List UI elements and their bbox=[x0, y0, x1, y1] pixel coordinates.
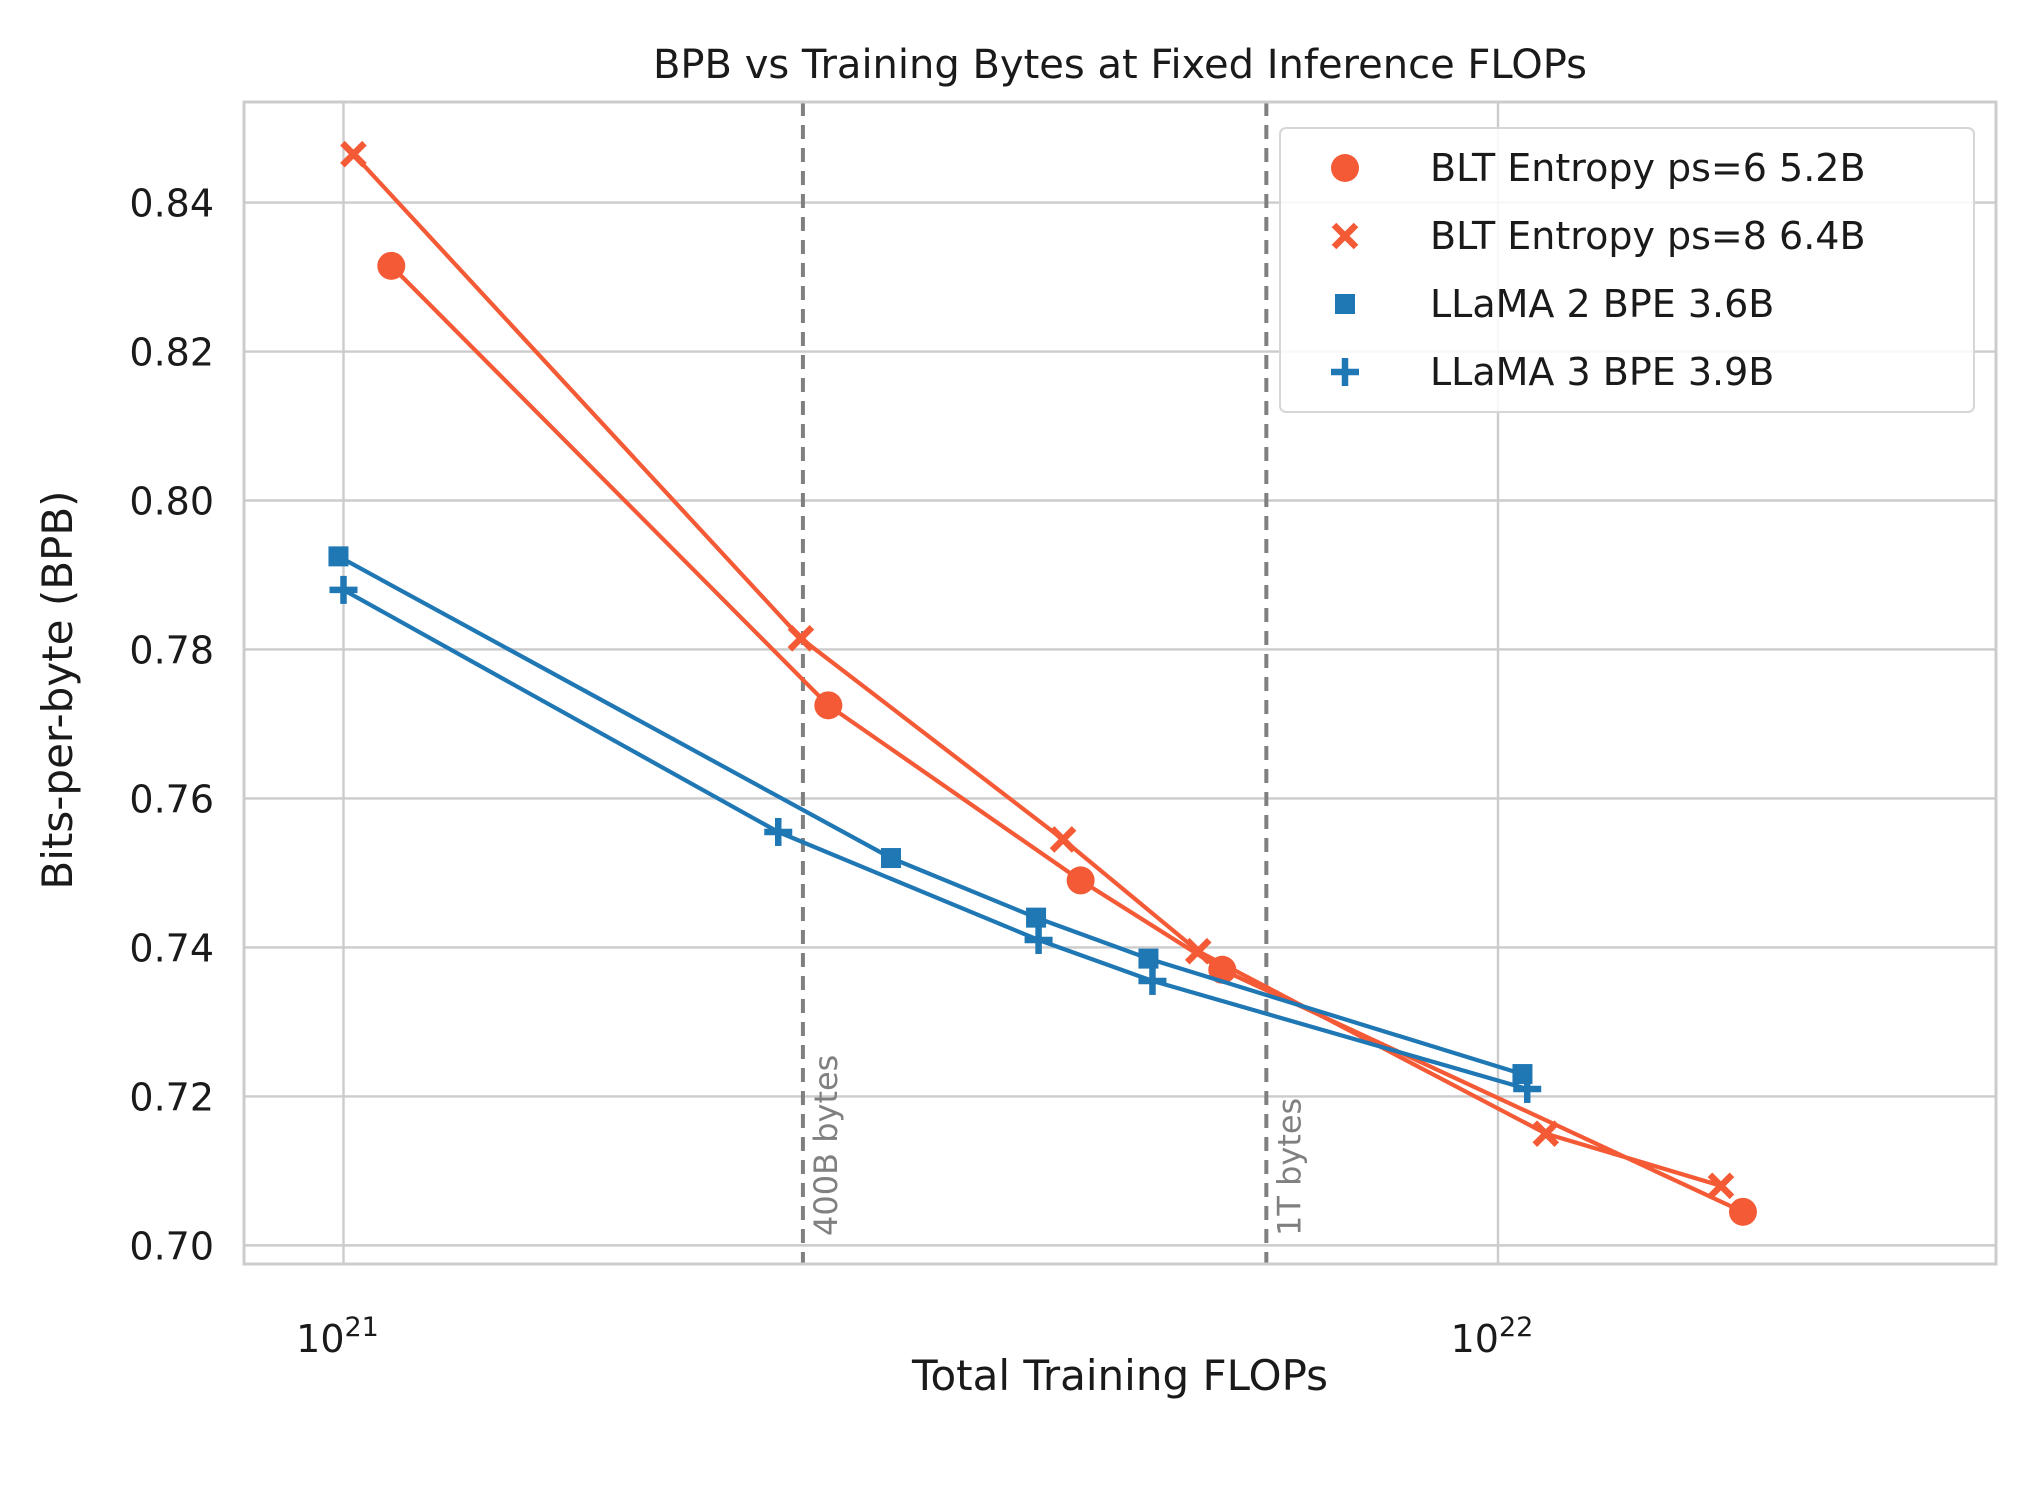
data-point-square bbox=[1026, 907, 1047, 928]
data-point-circle bbox=[1728, 1197, 1757, 1226]
data-point-x bbox=[1049, 826, 1077, 853]
data-series bbox=[328, 140, 1757, 1226]
data-point-x bbox=[787, 625, 815, 652]
series-1 bbox=[340, 140, 1735, 1200]
data-point-circle bbox=[1208, 955, 1237, 984]
y-tick-label: 0.74 bbox=[129, 926, 214, 970]
legend-item: LLaMA 3 BPE 3.9B bbox=[1331, 350, 1774, 394]
y-tick-label: 0.84 bbox=[129, 182, 214, 226]
series-2 bbox=[328, 546, 1533, 1085]
y-tick-label: 0.82 bbox=[129, 331, 214, 375]
legend-item: BLT Entropy ps=8 6.4B bbox=[1331, 214, 1866, 258]
legend-label: LLaMA 3 BPE 3.9B bbox=[1430, 350, 1774, 394]
chart-title: BPB vs Training Bytes at Fixed Inference… bbox=[653, 42, 1587, 88]
legend-label: BLT Entropy ps=8 6.4B bbox=[1430, 214, 1866, 258]
data-point-plus bbox=[764, 817, 793, 846]
data-point-square bbox=[1335, 294, 1355, 314]
y-tick-label: 0.70 bbox=[129, 1224, 214, 1268]
reference-lines: 400B bytes 1T bytes bbox=[800, 102, 1308, 1264]
y-tick-label: 0.72 bbox=[129, 1075, 214, 1119]
legend-item: BLT Entropy ps=6 5.2B bbox=[1331, 146, 1866, 190]
data-point-square bbox=[328, 546, 349, 567]
data-point-plus bbox=[1138, 966, 1167, 995]
legend-item: LLaMA 2 BPE 3.6B bbox=[1335, 282, 1774, 326]
x-axis-label: Total Training FLOPs bbox=[911, 1351, 1328, 1400]
x-stroke bbox=[1049, 826, 1077, 853]
data-point-x bbox=[1184, 937, 1212, 965]
x-tick-exponent: 22 bbox=[1499, 1312, 1533, 1343]
x-stroke bbox=[1707, 1172, 1735, 1200]
legend-box bbox=[1279, 127, 1975, 413]
x-stroke bbox=[787, 625, 815, 652]
data-point-plus bbox=[1331, 358, 1359, 386]
legend-items: BLT Entropy ps=6 5.2B BLT Entropy ps=8 6.… bbox=[1331, 146, 1866, 394]
y-tick-label: 0.80 bbox=[129, 480, 214, 524]
data-point-plus bbox=[329, 575, 358, 604]
y-tick-label: 0.76 bbox=[129, 777, 214, 821]
x-stroke bbox=[1331, 222, 1359, 250]
x-stroke bbox=[340, 140, 367, 168]
legend-label: BLT Entropy ps=6 5.2B bbox=[1430, 146, 1866, 190]
axes bbox=[242, 100, 1998, 1266]
legend-label: LLaMA 2 BPE 3.6B bbox=[1430, 282, 1774, 326]
data-point-circle bbox=[814, 691, 843, 720]
data-point-circle bbox=[1066, 866, 1095, 895]
x-tick-exponent: 21 bbox=[345, 1312, 379, 1343]
reference-line-label: 400B bytes bbox=[807, 1055, 845, 1236]
data-point-x bbox=[1532, 1120, 1560, 1147]
data-point-square bbox=[1138, 948, 1159, 969]
data-point-circle bbox=[377, 251, 406, 280]
reference-line-label: 1T bytes bbox=[1270, 1098, 1308, 1236]
data-point-x bbox=[1331, 222, 1359, 250]
y-axis-label: Bits-per-byte (BPB) bbox=[33, 490, 82, 889]
x-stroke bbox=[1184, 937, 1212, 965]
data-point-plus bbox=[1513, 1074, 1542, 1103]
data-point-x bbox=[1707, 1172, 1735, 1200]
data-point-square bbox=[880, 848, 901, 869]
series-3 bbox=[329, 575, 1542, 1103]
series-line bbox=[351, 152, 1722, 1188]
data-point-circle bbox=[1331, 154, 1359, 182]
data-point-plus bbox=[1024, 925, 1053, 954]
y-tick-label: 0.78 bbox=[129, 628, 214, 672]
plot-frame bbox=[242, 100, 1998, 1266]
x-stroke bbox=[1532, 1120, 1560, 1147]
legend: BLT Entropy ps=6 5.2B BLT Entropy ps=8 6.… bbox=[1279, 127, 1975, 413]
data-point-x bbox=[340, 140, 367, 168]
